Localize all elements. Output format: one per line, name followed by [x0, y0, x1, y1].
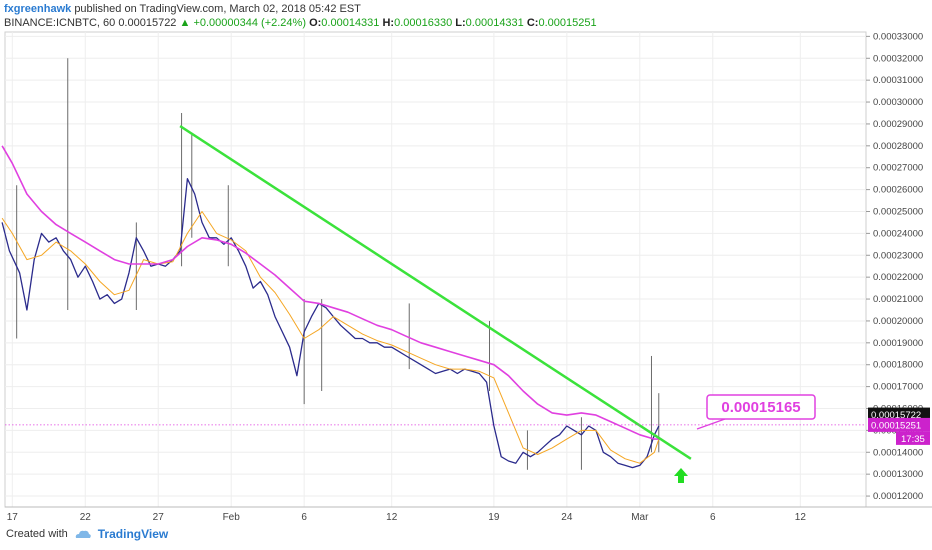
x-tick-label: Mar: [631, 512, 649, 523]
y-tick-label: 0.00028000: [873, 141, 923, 152]
chart-grid: [4, 31, 867, 508]
x-tick-label: 12: [795, 512, 807, 523]
x-tick-label: 22: [80, 512, 92, 523]
high-label: H:: [382, 17, 395, 29]
y-tick-label: 0.00017000: [873, 382, 923, 393]
x-tick-label: 6: [301, 512, 307, 523]
timer-tag: [896, 431, 930, 445]
publish-header: fxgreenhawk published on TradingView.com…: [4, 2, 924, 17]
y-tick-label: 0.00025000: [873, 206, 923, 217]
symbol-label[interactable]: BINANCE:ICNBTC, 60: [4, 17, 116, 29]
y-tick-label: 0.00023000: [873, 250, 923, 261]
close-value: 0.00015251: [538, 17, 597, 29]
y-tick-label: 0.00030000: [873, 97, 923, 108]
last-price-tag-label: 0.00015722: [871, 410, 921, 421]
y-tick-label: 0.00029000: [873, 119, 923, 130]
close-price-tag-label: 0.00015251: [871, 420, 921, 431]
y-tick-label: 0.00021000: [873, 294, 923, 305]
open-label: O:: [309, 17, 322, 29]
y-tick-label: 0.00012000: [873, 491, 923, 502]
high-value: 0.00016330: [394, 17, 453, 29]
footer: Created with TradingView: [6, 527, 168, 541]
tradingview-cloud-icon: [75, 530, 91, 538]
callout-label: 0.00015165: [721, 399, 800, 416]
plot-area: [4, 31, 867, 508]
x-tick-label: 6: [710, 512, 716, 523]
y-tick-label: 0.00024000: [873, 228, 923, 239]
publish-info: published on TradingView.com, March 02, …: [74, 3, 361, 15]
y-tick-label: 0.00014000: [873, 447, 923, 458]
fast-ma-line: [1, 211, 660, 464]
y-tick-label: 0.00018000: [873, 360, 923, 371]
y-tick-label: 0.00022000: [873, 272, 923, 283]
x-tick-label: 27: [153, 512, 165, 523]
low-label: L:: [455, 17, 466, 29]
callout-pointer: [696, 418, 726, 430]
timer-tag-label: 17:35: [901, 434, 925, 445]
y-tick-label: 0.00027000: [873, 163, 923, 174]
y-tick-label: 0.00031000: [873, 75, 923, 86]
y-tick-label: 0.00026000: [873, 185, 923, 196]
y-tick-label: 0.00013000: [873, 469, 923, 480]
y-tick-label: 0.00019000: [873, 338, 923, 349]
chart-lines: [1, 125, 692, 469]
trendline: [179, 125, 692, 460]
up-arrow-icon: [674, 468, 688, 483]
slow-ma-line: [1, 145, 659, 440]
open-value: 0.00014331: [321, 17, 380, 29]
x-tick-label: 24: [561, 512, 573, 523]
x-tick-label: Feb: [223, 512, 241, 523]
price-change: +0.00000344 (+2.24%): [193, 17, 306, 29]
close-price-tag: [868, 417, 930, 432]
tradingview-brand[interactable]: TradingView: [97, 527, 169, 541]
wick-spikes: [16, 58, 660, 470]
ohlc-legend: BINANCE:ICNBTC, 60 0.00015722 ▲ +0.00000…: [4, 16, 597, 31]
author-link[interactable]: fxgreenhawk: [4, 3, 72, 15]
close-label: C:: [526, 17, 539, 29]
x-tick-label: 17: [7, 512, 19, 523]
low-value: 0.00014331: [465, 17, 524, 29]
callout-box: [706, 394, 816, 420]
created-with-label: Created with: [6, 528, 68, 540]
up-triangle-icon: ▲: [179, 17, 191, 29]
last-price: 0.00015722: [118, 17, 177, 29]
y-tick-label: 0.00032000: [873, 53, 923, 64]
x-tick-label: 12: [386, 512, 398, 523]
y-tick-label: 0.00020000: [873, 316, 923, 327]
x-tick-label: 19: [488, 512, 500, 523]
y-tick-label: 0.00033000: [873, 31, 923, 42]
